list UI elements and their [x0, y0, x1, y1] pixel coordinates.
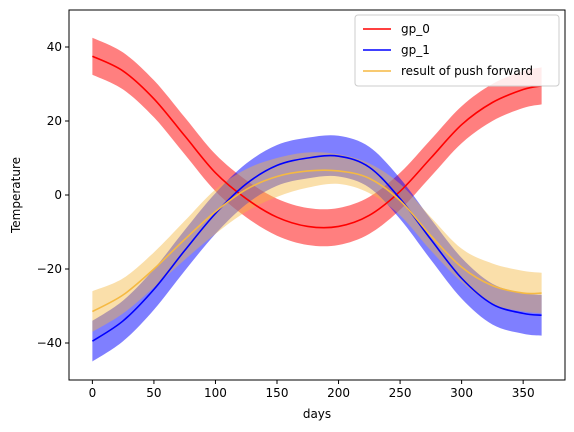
x-tick-label: 200: [327, 386, 350, 400]
x-tick-label: 350: [512, 386, 535, 400]
x-tick-label: 100: [204, 386, 227, 400]
series-line-1: [91, 154, 542, 342]
series-line-2: [91, 169, 542, 313]
series-line-0: [92, 55, 542, 229]
legend-label-0: gp_0: [401, 22, 430, 36]
legend-label-1: gp_1: [401, 43, 430, 57]
y-axis-label: Temperature: [9, 157, 23, 234]
x-tick-label: 300: [450, 386, 473, 400]
legend-box: [354, 14, 560, 87]
x-tick-label: 50: [146, 386, 161, 400]
x-axis-label: days: [303, 407, 331, 421]
series-lines: [91, 55, 542, 342]
x-tick-label: 0: [89, 386, 97, 400]
y-axis-ticks: −40 −20 0 20 40: [37, 40, 69, 350]
x-axis-ticks: 0 50 100 150 200 250 300 350: [89, 380, 535, 400]
legend-label-2: result of push forward: [401, 64, 533, 78]
confidence-band-series-1: [92, 135, 542, 362]
x-tick-label: 150: [266, 386, 289, 400]
confidence-band-series-0: [92, 37, 542, 247]
x-tick-label: 250: [389, 386, 412, 400]
y-tick-label: −20: [37, 262, 62, 276]
y-tick-label: 0: [54, 188, 62, 202]
y-tick-label: 40: [47, 40, 62, 54]
y-tick-label: 20: [47, 114, 62, 128]
y-tick-label: −40: [37, 336, 62, 350]
